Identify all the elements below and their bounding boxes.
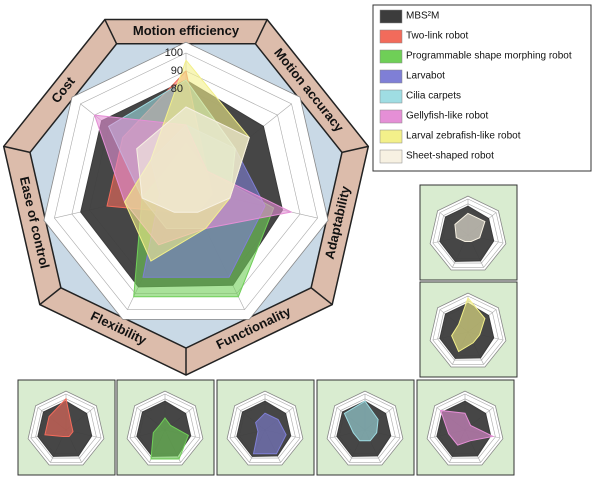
legend-label: Sheet-shaped robot bbox=[406, 151, 494, 162]
series-area bbox=[150, 417, 190, 460]
series-area bbox=[252, 412, 287, 455]
small-radar bbox=[216, 379, 315, 476]
grid-ring bbox=[129, 393, 201, 463]
grid-ring bbox=[234, 398, 296, 459]
grid-ring bbox=[229, 393, 301, 463]
grid-ring bbox=[434, 398, 496, 459]
grid-ring bbox=[54, 52, 318, 310]
r-tick-label: 100 bbox=[165, 47, 183, 59]
grid-ring bbox=[35, 398, 97, 459]
grid-ring bbox=[437, 300, 499, 361]
frame-divider bbox=[3, 145, 31, 154]
legend-swatch bbox=[379, 9, 403, 24]
legend: MBS²M Two-link robot Programmable shape mo… bbox=[379, 9, 572, 164]
legend-label: Two-link robot bbox=[406, 31, 468, 42]
grid-ring bbox=[30, 393, 102, 463]
series-area bbox=[343, 400, 379, 442]
legend-label: Gellyfish-like robot bbox=[406, 111, 488, 122]
small-radar bbox=[416, 379, 515, 476]
small-radar bbox=[116, 379, 215, 476]
series-area bbox=[44, 397, 74, 437]
frame-divider bbox=[39, 287, 62, 306]
small-radar bbox=[419, 281, 518, 378]
legend-swatch bbox=[379, 149, 403, 164]
small-radar bbox=[316, 379, 415, 476]
frame-divider bbox=[310, 287, 333, 306]
legend-label: Cilia carpets bbox=[406, 91, 461, 102]
small-radar bbox=[17, 379, 116, 476]
legend-label: Larval zebrafish-like robot bbox=[406, 131, 521, 142]
legend-swatch bbox=[379, 29, 403, 44]
small-radar bbox=[419, 184, 518, 281]
axis-label: Motion efficiency bbox=[133, 23, 240, 38]
series-area bbox=[454, 212, 486, 242]
frame-divider bbox=[341, 145, 369, 154]
frame-divider bbox=[104, 19, 118, 45]
series-area bbox=[439, 409, 495, 446]
legend-label: MBS²M bbox=[406, 11, 439, 22]
grid-ring bbox=[437, 203, 499, 264]
grid-ring bbox=[334, 398, 396, 459]
legend-swatch bbox=[379, 109, 403, 124]
grid-ring bbox=[429, 393, 501, 463]
r-tick-label: 80 bbox=[171, 83, 183, 95]
frame-divider bbox=[254, 19, 268, 45]
series-area bbox=[451, 296, 486, 353]
legend-swatch bbox=[379, 69, 403, 84]
legend-swatch bbox=[379, 129, 403, 144]
series-area bbox=[136, 106, 250, 213]
legend-swatch bbox=[379, 49, 403, 64]
grid-ring bbox=[432, 295, 504, 365]
legend-swatch bbox=[379, 89, 403, 104]
legend-label: Larvabot bbox=[406, 71, 445, 82]
grid-ring bbox=[432, 198, 504, 268]
grid-ring bbox=[329, 393, 401, 463]
legend-box bbox=[372, 4, 592, 172]
r-tick-label: 90 bbox=[171, 65, 183, 77]
legend-label: Programmable shape morphing robot bbox=[406, 51, 572, 62]
small-multiples bbox=[17, 184, 518, 476]
